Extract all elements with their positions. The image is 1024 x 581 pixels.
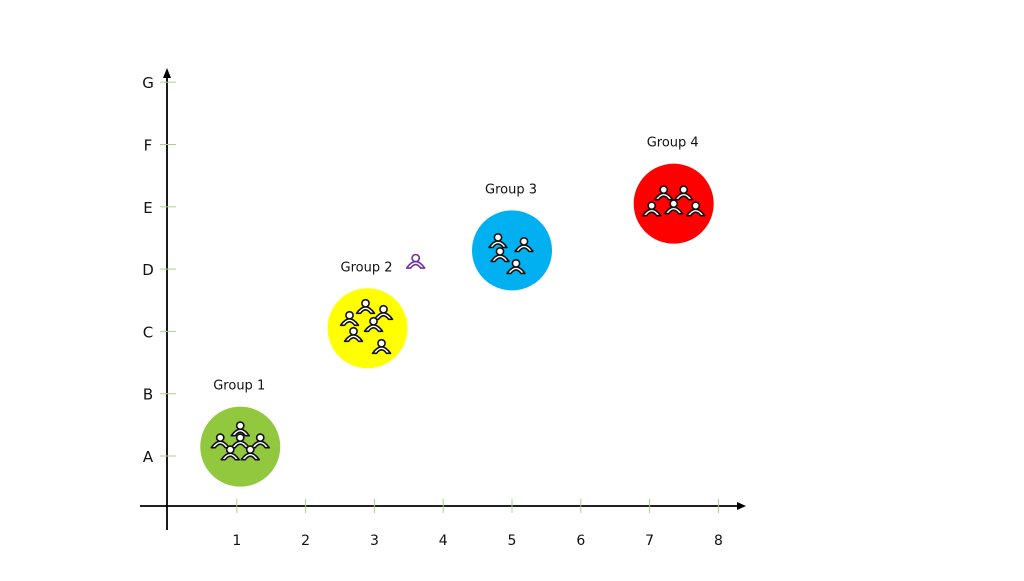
x-tick-label: 4 [439, 533, 448, 549]
person-head [691, 201, 701, 211]
person-icon [230, 433, 251, 449]
person-icon [641, 201, 662, 217]
person-shoulders [641, 208, 662, 217]
person-icon [653, 185, 674, 201]
person-head [659, 185, 669, 195]
x-tick-label: 5 [508, 533, 517, 549]
person-icon [506, 259, 526, 275]
person-shoulders [685, 208, 706, 217]
group-3: Group 3 [472, 182, 552, 291]
person-head [215, 433, 225, 443]
person-head [493, 233, 503, 242]
x-tick-label: 3 [370, 533, 379, 549]
x-tick-label: 1 [232, 533, 241, 549]
person-shoulders [490, 254, 510, 263]
person-shoulders [339, 317, 360, 327]
person-head [345, 310, 354, 320]
person-shoulders [230, 428, 251, 437]
person-head [235, 421, 245, 431]
person-head [255, 433, 265, 443]
person-icon [339, 310, 360, 327]
person-head [495, 247, 505, 256]
person-shoulders [363, 323, 384, 333]
person-shoulders [210, 440, 231, 449]
person-icon [405, 253, 426, 269]
person-head [349, 326, 358, 336]
person-head [679, 185, 689, 195]
person-shoulders [355, 305, 376, 315]
person-shoulders [371, 345, 392, 355]
y-tick-label: D [142, 261, 154, 279]
person-icon [488, 233, 508, 249]
x-tick-label: 2 [301, 533, 310, 549]
person-head [235, 433, 245, 443]
person-shoulders [343, 333, 364, 343]
axes [140, 68, 746, 530]
groups: Group 1 Group 2 Group 3 Group 4 [200, 136, 714, 487]
person-icon [220, 445, 241, 461]
person-head [379, 304, 388, 314]
person-icon [343, 326, 364, 343]
person-shoulders [405, 260, 426, 269]
person-icon [514, 237, 534, 253]
group-4: Group 4 [633, 136, 714, 244]
person-icon [210, 433, 231, 449]
person-shoulders [240, 452, 261, 461]
group-2: Group 2 [327, 260, 408, 369]
person-head [245, 445, 255, 455]
person-icon [240, 445, 261, 461]
person-head [647, 201, 657, 211]
y-tick-label: C [143, 323, 153, 341]
person-icon [673, 185, 694, 201]
person-shoulders [506, 266, 526, 275]
person-head [369, 316, 378, 326]
person-icon [250, 433, 271, 449]
person-shoulders [514, 244, 534, 253]
person-shoulders [673, 192, 694, 201]
group-label: Group 4 [647, 136, 699, 151]
person-head [377, 338, 386, 348]
group-label: Group 2 [341, 260, 393, 275]
group-1: Group 1 [200, 379, 281, 487]
person-icon [685, 201, 706, 217]
group-circle [200, 406, 281, 487]
y-tick-label: G [142, 74, 154, 92]
person-icon [663, 199, 684, 215]
group-label: Group 3 [485, 182, 537, 197]
x-tick-label: 6 [576, 533, 585, 549]
y-tick-label: E [143, 199, 152, 217]
ticks: 1 2 3 4 5 6 7 8 A B C D E F G [142, 74, 723, 549]
person-shoulders [653, 192, 674, 201]
person-head [411, 253, 421, 263]
person-head [669, 199, 679, 209]
person-head [519, 237, 529, 246]
y-tick-label: F [144, 137, 153, 155]
person-shoulders [373, 311, 394, 321]
person-icon [371, 338, 392, 355]
person-shoulders [663, 206, 684, 215]
person-shoulders [230, 440, 251, 449]
person-head [511, 259, 521, 268]
y-tick-label: B [143, 386, 153, 404]
x-tick-label: 7 [645, 533, 654, 549]
y-tick-label: A [143, 448, 154, 466]
group-label: Group 1 [213, 379, 265, 394]
person-icon [355, 298, 376, 315]
person-icon [363, 316, 384, 333]
person-head [225, 445, 235, 455]
person-shoulders [220, 452, 241, 461]
y-axis-arrow [163, 68, 171, 78]
person-head [361, 298, 370, 308]
group-circle [472, 210, 552, 291]
person-icon [230, 421, 251, 437]
x-axis-arrow [737, 502, 746, 510]
person-shoulders [488, 240, 508, 249]
person-shoulders [250, 440, 271, 449]
person-icon [373, 304, 394, 321]
x-tick-label: 8 [714, 533, 723, 549]
person-icon [490, 247, 510, 263]
